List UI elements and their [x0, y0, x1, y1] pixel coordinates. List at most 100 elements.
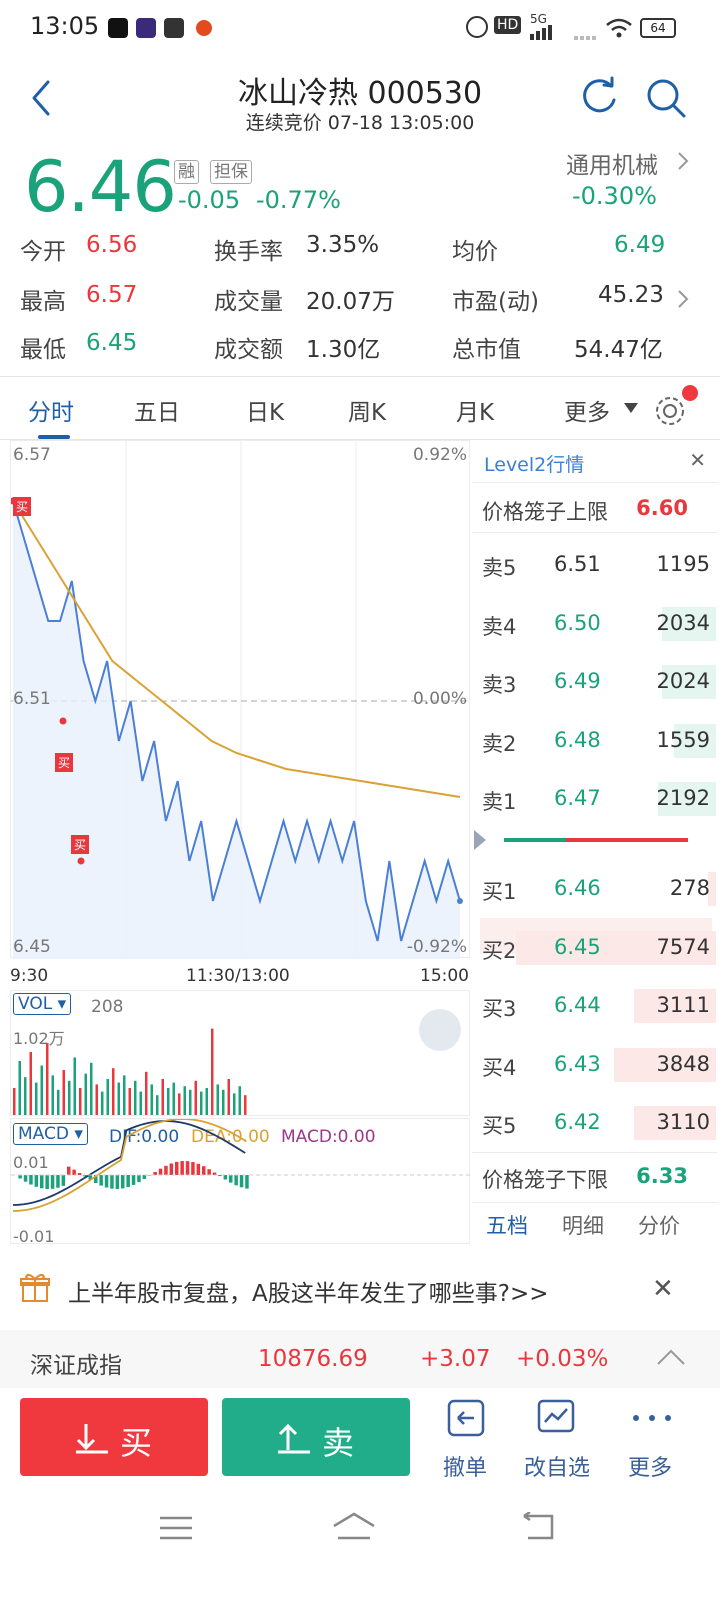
more-icon [633, 1415, 671, 1421]
cancel-order-button[interactable]: 撤单 [436, 1398, 496, 1482]
buy-button[interactable]: 买 [20, 1398, 208, 1476]
macd-bar [77, 1173, 82, 1175]
bid-price[interactable]: 6.45 [554, 934, 601, 959]
stat-value: 20.07万 [306, 289, 395, 315]
y-axis-bottom: 6.45 [13, 937, 51, 957]
bid-level-label: 买5 [482, 1114, 517, 1138]
macd-bar [223, 1175, 228, 1180]
ask-price[interactable]: 6.47 [554, 786, 601, 810]
edit-watchlist-button[interactable]: 改自选 [522, 1398, 594, 1482]
index-ticker[interactable]: 深证成指 10876.69 +3.07 +0.03% [0, 1330, 720, 1388]
tab-detail[interactable]: 明细 [562, 1214, 604, 1238]
bid-price[interactable]: 6.44 [554, 993, 601, 1017]
sector-change: -0.30% [572, 182, 657, 210]
chevron-right-icon [678, 152, 689, 170]
macd-bar [67, 1166, 71, 1175]
stat-value: 6.49 [614, 232, 666, 258]
stat-label: 成交量 [214, 289, 283, 315]
ask-volume-bar [658, 782, 716, 816]
ask-price[interactable]: 6.49 [554, 669, 601, 693]
tab-weekly-k[interactable]: 周K [348, 400, 387, 426]
order-book: Level2行情 ✕ 价格笼子上限 6.60 卖5 6.51 1195 卖4 6.50 2… [472, 440, 718, 1242]
page-title: 冰山冷热 000530 [237, 76, 483, 111]
settings-icon[interactable] [652, 393, 688, 429]
banner-close-icon[interactable]: ✕ [652, 1274, 674, 1304]
volume-bar [183, 1086, 186, 1115]
y-axis-top: 6.57 [13, 445, 51, 465]
volume-bar [227, 1079, 230, 1115]
volume-bar [101, 1091, 104, 1115]
intraday-chart[interactable]: 6.57 6.51 6.45 0.92% 0.00% -0.92% 买 买 买 [10, 440, 471, 959]
price-change-pct: -0.77% [256, 186, 341, 214]
chevron-right-icon[interactable] [676, 288, 690, 310]
tab-by-price[interactable]: 分价 [638, 1214, 680, 1238]
ask-price[interactable]: 6.51 [554, 552, 601, 576]
lower-limit-value: 6.33 [636, 1164, 688, 1188]
network-label: 5G [530, 12, 547, 26]
home-icon[interactable] [330, 1510, 378, 1544]
tab-five-day[interactable]: 五日 [134, 400, 180, 426]
index-value: 10876.69 [258, 1346, 368, 1372]
macd-value: MACD:0.00 [281, 1127, 376, 1147]
margin-tag: 融 [174, 160, 199, 184]
y-axis-mid: 6.51 [13, 689, 51, 709]
ask-level-label: 卖4 [482, 614, 517, 639]
bid-volume: 278 [669, 876, 710, 900]
tab-monthly-k[interactable]: 月K [456, 400, 495, 426]
buy-marker: 买 [55, 753, 74, 772]
more-actions-button[interactable]: 更多 [622, 1398, 682, 1482]
stat-label: 换手率 [214, 239, 283, 265]
bid-price[interactable]: 6.42 [554, 1110, 601, 1134]
tab-more[interactable]: 更多 [564, 400, 610, 426]
macd-bar [175, 1161, 179, 1175]
vol-selector[interactable]: VOL ▾ [13, 993, 72, 1015]
close-icon[interactable]: ✕ [689, 448, 706, 472]
tab-daily-k[interactable]: 日K [246, 400, 285, 426]
chevron-up-icon[interactable] [656, 1348, 686, 1366]
volume-bar [62, 1070, 65, 1115]
news-banner[interactable]: 上半年股市复盘，A股这半年发生了哪些事?>> ✕ [0, 1258, 720, 1322]
signal-icon [530, 25, 552, 40]
macd-bar [164, 1165, 168, 1175]
ask-price[interactable]: 6.48 [554, 727, 601, 752]
alarm-icon [466, 16, 488, 38]
index-name: 深证成指 [30, 1353, 122, 1379]
volume-bar [123, 1075, 126, 1115]
stats-grid: 今开 6.56 换手率 3.35% 均价 6.49 最高 6.57 成交量 20… [0, 226, 720, 376]
tab-intraday[interactable]: 分时 [28, 400, 74, 426]
volume-bar [35, 1082, 38, 1115]
upper-limit-label: 价格笼子上限 [482, 500, 608, 524]
sector-link[interactable]: 通用机械 [566, 153, 658, 179]
volume-bar [211, 1028, 214, 1115]
ask-volume: 1559 [656, 727, 710, 752]
ask-volume: 2034 [656, 610, 710, 635]
bid-level-label: 买2 [482, 938, 517, 963]
vol-value: 208 [91, 997, 124, 1017]
bid-price[interactable]: 6.43 [554, 1051, 601, 1076]
macd-bar [34, 1175, 39, 1187]
volume-bar [18, 1061, 21, 1115]
refresh-icon[interactable] [578, 76, 620, 118]
menu-icon[interactable] [158, 1514, 194, 1542]
macd-bar [23, 1175, 28, 1182]
rotate-screen-icon[interactable] [419, 1009, 461, 1051]
ask-volume: 2192 [656, 786, 710, 810]
sell-button[interactable]: 卖 [222, 1398, 410, 1476]
volume-bar [73, 1057, 76, 1115]
video-app-icon [164, 18, 184, 38]
volume-bar [172, 1082, 175, 1115]
bid-price[interactable]: 6.46 [554, 876, 601, 900]
lower-limit-label: 价格笼子下限 [482, 1168, 608, 1192]
macd-bar [83, 1175, 87, 1177]
macd-bar [104, 1175, 109, 1188]
search-icon[interactable] [644, 76, 688, 120]
back-icon[interactable] [28, 78, 54, 118]
macd-selector[interactable]: MACD ▾ [13, 1123, 88, 1145]
back-nav-icon[interactable] [520, 1512, 556, 1542]
ask-price[interactable]: 6.50 [554, 610, 601, 635]
tab-five-levels[interactable]: 五档 [486, 1214, 528, 1238]
ask-volume: 2024 [656, 669, 710, 693]
volume-bar [167, 1088, 170, 1115]
buy-point [59, 717, 67, 725]
level2-title: Level2行情 [484, 454, 585, 476]
